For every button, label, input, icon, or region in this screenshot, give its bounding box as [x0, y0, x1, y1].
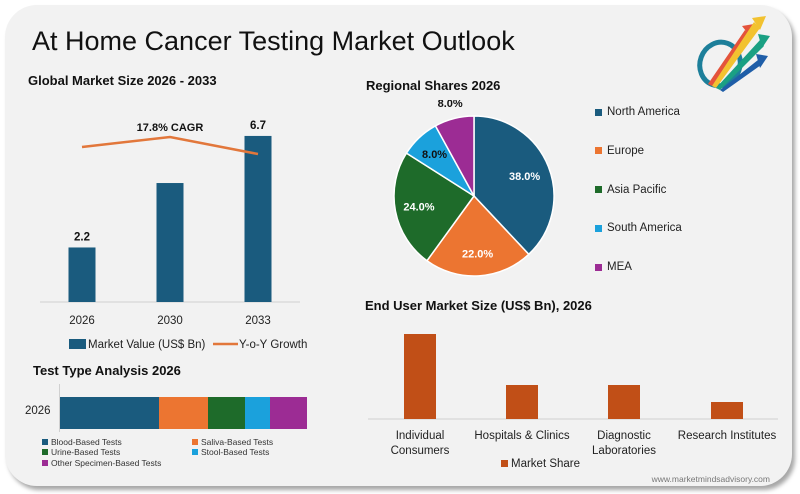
legend-label: South America — [607, 222, 682, 235]
legend-swatch — [595, 108, 602, 116]
x-tick-label: Hospitals & Clinics — [474, 430, 569, 442]
test-type-category-label: 2026 — [25, 405, 51, 417]
end-user-bar — [608, 385, 640, 419]
legend-item-south-america: South America — [595, 222, 682, 234]
legend-label: Saliva-Based Tests — [201, 437, 274, 447]
legend-swatch — [595, 263, 602, 271]
global-market-chart: 2.2 6.7 17.8% CAGR 2026 2030 2033 Market Va… — [40, 120, 307, 351]
legend-item-saliva-based-tests: Saliva-Based Tests — [192, 437, 273, 447]
x-tick-label: Diagnostic — [597, 430, 651, 442]
legend-market-value: Market Value (US$ Bn) — [88, 339, 206, 351]
legend-swatch — [595, 186, 602, 194]
global-market-title: Global Market Size 2026 - 2033 — [28, 73, 217, 88]
bar-2030 — [156, 183, 184, 302]
legend-label: North America — [607, 106, 680, 118]
x-tick-label: 2033 — [245, 315, 271, 327]
x-tick-label: 2026 — [69, 315, 95, 327]
legend-swatch — [42, 449, 48, 455]
legend-label: Europe — [607, 144, 645, 157]
legend-swatch — [42, 460, 48, 466]
pie-value-label: 8.0% — [438, 100, 463, 110]
x-tick-label: 2030 — [157, 315, 183, 327]
pie-slice-europe — [425, 194, 530, 277]
test-type-axis — [59, 384, 60, 432]
legend-label: Blood-Based Tests — [51, 437, 122, 447]
legend-swatch-market-share — [501, 460, 508, 467]
x-tick-label: Consumers — [391, 445, 450, 457]
test-type-title: Test Type Analysis 2026 — [33, 363, 181, 378]
watermark: www.marketmindsadvisory.com — [651, 474, 770, 484]
test-type-stacked-bar — [60, 397, 307, 429]
legend-yoy-growth: Y-o-Y Growth — [239, 339, 307, 351]
legend-item-other-specimen-based-tests: Other Specimen-Based Tests — [42, 458, 161, 468]
x-tick-label: Laboratories — [592, 445, 656, 457]
pie-value-label: 22.0% — [462, 248, 493, 260]
legend-swatch — [595, 147, 602, 155]
legend-item-stool-based-tests: Stool-Based Tests — [192, 447, 269, 457]
pie-slice-asia-pacific — [393, 152, 476, 262]
legend-item-urine-based-tests: Urine-Based Tests — [42, 447, 120, 457]
segment-saliva-based-tests — [158, 397, 209, 429]
bar-value-label: 2.2 — [74, 231, 90, 243]
bar-value-label: 6.7 — [250, 120, 266, 132]
growth-line — [81, 135, 259, 156]
legend-item-north-america: North America — [595, 106, 680, 118]
segment-other-specimen-based-tests — [269, 397, 307, 429]
legend-swatch — [192, 449, 198, 455]
legend-item-mea: MEA — [595, 261, 632, 273]
legend-item-asia-pacific: Asia Pacific — [595, 184, 666, 196]
segment-stool-based-tests — [245, 397, 270, 429]
end-user-bar — [711, 402, 743, 419]
end-user-chart: Individual Consumers Hospitals & Clinics Di… — [368, 334, 778, 470]
legend-market-share: Market Share — [511, 458, 580, 470]
x-tick-label: Individual — [396, 430, 445, 442]
cagr-annotation: 17.8% CAGR — [137, 122, 204, 134]
legend-swatch — [192, 439, 198, 445]
legend-item-blood-based-tests: Blood-Based Tests — [42, 437, 122, 447]
legend-swatch — [42, 439, 48, 445]
legend-label: MEA — [607, 261, 632, 274]
end-user-bar — [404, 334, 436, 419]
legend-label: Other Specimen-Based Tests — [51, 458, 162, 468]
legend-item-europe: Europe — [595, 145, 644, 157]
rising-arrows-logo-icon — [697, 16, 770, 92]
end-user-title: End User Market Size (US$ Bn), 2026 — [365, 298, 592, 313]
pie-slice-north-america — [473, 115, 555, 256]
legend-label: Asia Pacific — [607, 183, 667, 196]
bar-2026 — [68, 247, 96, 302]
legend-swatch-market-value — [69, 339, 86, 349]
regional-pie-chart: 38.0% 22.0% 24.0% 8.0% 8.0% — [393, 100, 555, 277]
legend-label: Urine-Based Tests — [51, 447, 121, 457]
regional-shares-title: Regional Shares 2026 — [366, 78, 501, 93]
segment-urine-based-tests — [208, 397, 246, 429]
pie-value-label: 8.0% — [422, 149, 447, 161]
bar-2033 — [244, 135, 272, 302]
pie-value-label: 24.0% — [403, 201, 434, 213]
end-user-bar — [506, 385, 538, 419]
pie-slice-mea — [434, 115, 475, 197]
x-tick-label: Research Institutes — [678, 430, 777, 442]
segment-blood-based-tests — [60, 397, 159, 429]
legend-label: Stool-Based Tests — [201, 447, 270, 457]
legend-swatch — [595, 224, 602, 232]
page-title: At Home Cancer Testing Market Outlook — [32, 26, 515, 56]
pie-value-label: 38.0% — [509, 171, 540, 183]
